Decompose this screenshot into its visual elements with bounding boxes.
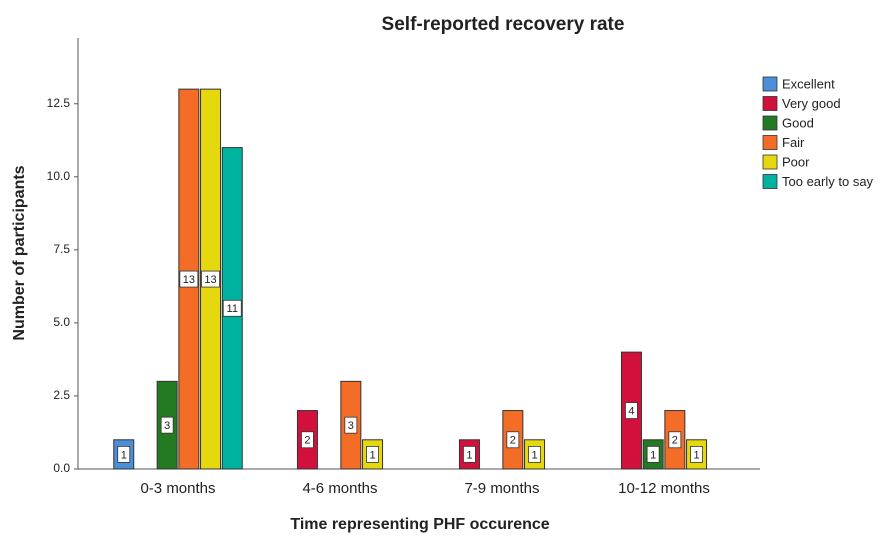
legend-label: Excellent bbox=[782, 76, 835, 91]
value-label-box bbox=[690, 445, 703, 463]
y-tick-label: 10.0 bbox=[47, 169, 71, 183]
legend-swatch bbox=[762, 76, 778, 92]
legend-swatch bbox=[762, 154, 778, 170]
legend-label: Fair bbox=[782, 135, 805, 150]
legend-label: Too early to say bbox=[782, 174, 874, 189]
value-label: 1 bbox=[531, 449, 537, 461]
value-label: 11 bbox=[227, 303, 238, 315]
value-label-box bbox=[117, 445, 131, 463]
value-label: 2 bbox=[510, 435, 516, 447]
value-label: 3 bbox=[164, 420, 170, 432]
value-label-box bbox=[506, 431, 520, 449]
y-tick-label: 7.5 bbox=[53, 242, 70, 256]
value-label: 2 bbox=[672, 435, 678, 447]
value-label: 13 bbox=[204, 274, 216, 286]
value-label-box bbox=[625, 402, 638, 419]
value-label-box bbox=[528, 445, 541, 463]
legend-label: Good bbox=[782, 115, 814, 130]
legend-swatch bbox=[762, 174, 778, 189]
value-label: 1 bbox=[466, 449, 472, 461]
chart-title: Self-reported recovery rate bbox=[382, 14, 625, 35]
x-tick-label: 4-6 months bbox=[302, 480, 377, 497]
y-tick-label: 2.5 bbox=[53, 388, 70, 402]
value-label-box bbox=[646, 445, 660, 463]
legend-swatch bbox=[762, 135, 778, 150]
value-label: 3 bbox=[348, 420, 354, 432]
value-label: 1 bbox=[121, 449, 127, 461]
legend-label: Very good bbox=[782, 96, 841, 111]
value-label: 1 bbox=[650, 449, 656, 461]
value-label: 1 bbox=[693, 449, 699, 461]
x-tick-label: 0-3 months bbox=[140, 480, 215, 497]
y-tick-label: 5.0 bbox=[53, 315, 70, 329]
x-tick-label: 7-9 months bbox=[464, 480, 539, 497]
value-label: 1 bbox=[369, 449, 375, 461]
value-label-box bbox=[201, 270, 220, 288]
value-label-box bbox=[463, 445, 476, 463]
value-label: 2 bbox=[304, 435, 310, 447]
x-axis-title: Time representing PHF occurence bbox=[290, 516, 549, 533]
value-label-box bbox=[366, 445, 379, 463]
value-label-box bbox=[179, 270, 199, 288]
value-label: 4 bbox=[628, 405, 634, 417]
legend-swatch bbox=[762, 96, 778, 111]
value-label-box bbox=[301, 431, 314, 449]
value-label-box bbox=[344, 416, 358, 434]
value-label: 13 bbox=[183, 274, 195, 286]
legend-swatch bbox=[762, 115, 778, 131]
value-label-box bbox=[222, 299, 242, 317]
x-tick-label: 10-12 months bbox=[618, 480, 710, 497]
y-tick-label: 0.0 bbox=[53, 461, 70, 475]
legend-label: Poor bbox=[782, 154, 810, 169]
y-tick-label: 12.5 bbox=[47, 96, 71, 110]
value-label-box bbox=[160, 416, 174, 434]
value-label-box bbox=[668, 431, 682, 449]
y-axis-title: Number of participants bbox=[11, 165, 28, 340]
